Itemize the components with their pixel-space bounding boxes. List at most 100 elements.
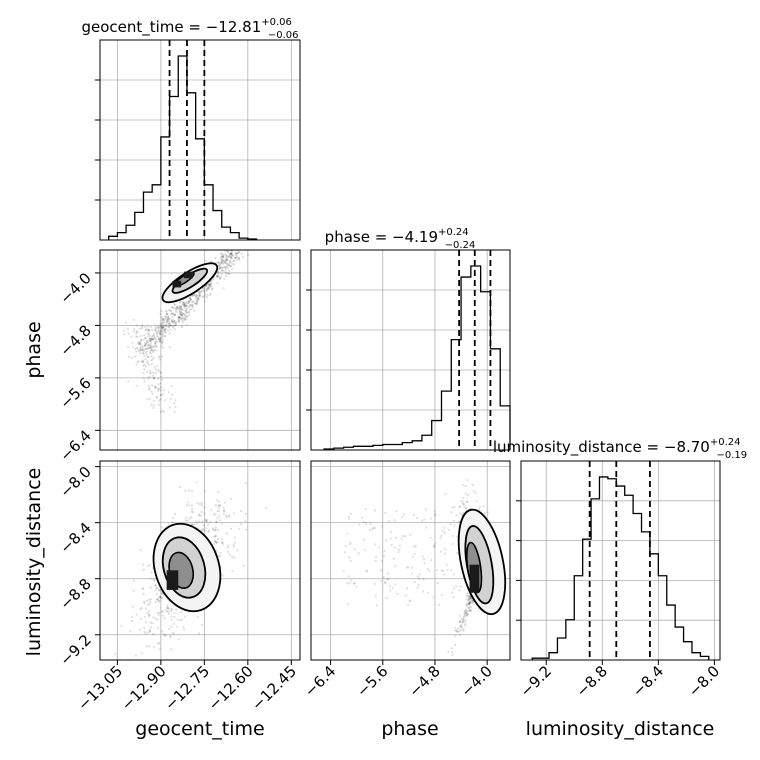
sample-point [135, 330, 138, 333]
sample-point [185, 307, 189, 310]
sample-point [161, 319, 164, 323]
sample-point [224, 265, 227, 269]
sample-point [344, 551, 347, 554]
sample-point [161, 610, 165, 613]
sample-point [152, 356, 155, 359]
sample-point [221, 255, 225, 258]
sample-point [223, 243, 225, 245]
sample-point [167, 607, 170, 610]
sample-point [468, 596, 471, 599]
sample-point [179, 307, 182, 311]
sample-point [168, 346, 171, 349]
sample-point [183, 303, 186, 306]
sample-point [158, 356, 161, 359]
sample-point [209, 283, 212, 286]
sample-point [148, 337, 151, 340]
sample-point [222, 260, 226, 263]
sample-point [160, 326, 163, 329]
sample-point [158, 647, 161, 650]
sample-point [174, 406, 177, 409]
sample-point [161, 318, 164, 321]
sample-point [228, 252, 232, 255]
sample-point [189, 297, 192, 301]
sample-point [180, 314, 183, 317]
sample-point [200, 504, 204, 507]
sample-point [462, 628, 465, 631]
sample-point [462, 511, 465, 514]
sample-point [221, 268, 224, 272]
sample-point [220, 269, 224, 273]
sample-point [236, 252, 239, 255]
sample-point [230, 250, 233, 253]
sample-point [185, 304, 188, 307]
sample-point [135, 332, 138, 335]
sample-point [142, 349, 146, 353]
sample-point [397, 550, 400, 554]
sample-point [151, 384, 154, 387]
frame [99, 460, 301, 661]
sample-point [190, 490, 194, 493]
sample-point [158, 340, 162, 343]
sample-point [181, 312, 184, 315]
xtick-label-geocent_time: −12.60 [205, 662, 257, 714]
sample-point [247, 254, 250, 257]
sample-point [204, 259, 207, 262]
sample-point [188, 296, 191, 299]
sample-point [153, 366, 156, 369]
sample-point [173, 319, 176, 323]
sample-point [459, 633, 462, 636]
sample-point [174, 313, 177, 316]
sample-point [225, 255, 228, 258]
sample-point [154, 584, 157, 587]
sample-point [151, 392, 154, 395]
sample-point [196, 522, 199, 525]
sample-point [171, 516, 174, 519]
sample-point [221, 541, 224, 544]
sample-point [194, 520, 198, 523]
sample-point [167, 391, 170, 394]
sample-point [157, 326, 160, 329]
sample-point [451, 534, 454, 538]
sample-point [184, 489, 187, 492]
sample-point [165, 321, 168, 324]
sample-point [141, 348, 144, 352]
sample-point [156, 326, 159, 329]
sample-point [221, 574, 224, 577]
sample-point [134, 347, 137, 351]
sample-point [164, 634, 168, 637]
sample-point [216, 541, 219, 544]
sample-point [221, 541, 224, 544]
sample-point [185, 323, 188, 326]
sample-point [362, 538, 365, 541]
sample-point [459, 512, 462, 515]
sample-point [195, 293, 199, 297]
sample-point [180, 311, 183, 314]
sample-point [235, 252, 238, 255]
sample-point [173, 304, 177, 307]
sample-point [374, 543, 377, 546]
sample-point [455, 629, 458, 632]
sample-point [172, 319, 176, 322]
sample-point [153, 645, 156, 648]
sample-point [430, 559, 433, 562]
sample-point [166, 329, 170, 332]
sample-point [398, 548, 401, 551]
sample-point [139, 348, 142, 351]
sample-point [156, 329, 160, 333]
sample-point [451, 506, 454, 509]
sample-point [178, 315, 182, 319]
sample-point [221, 262, 225, 265]
sample-point [183, 306, 186, 309]
sample-point [153, 328, 156, 332]
sample-point [470, 599, 474, 602]
sample-point [347, 575, 350, 578]
sample-point [177, 315, 180, 318]
sample-point [137, 349, 140, 353]
sample-point [217, 275, 221, 278]
sample-point [214, 540, 217, 543]
density-peak [166, 570, 179, 590]
sample-point [358, 523, 361, 526]
sample-point [173, 410, 176, 413]
sample-point [141, 346, 144, 349]
sample-point [169, 323, 172, 327]
